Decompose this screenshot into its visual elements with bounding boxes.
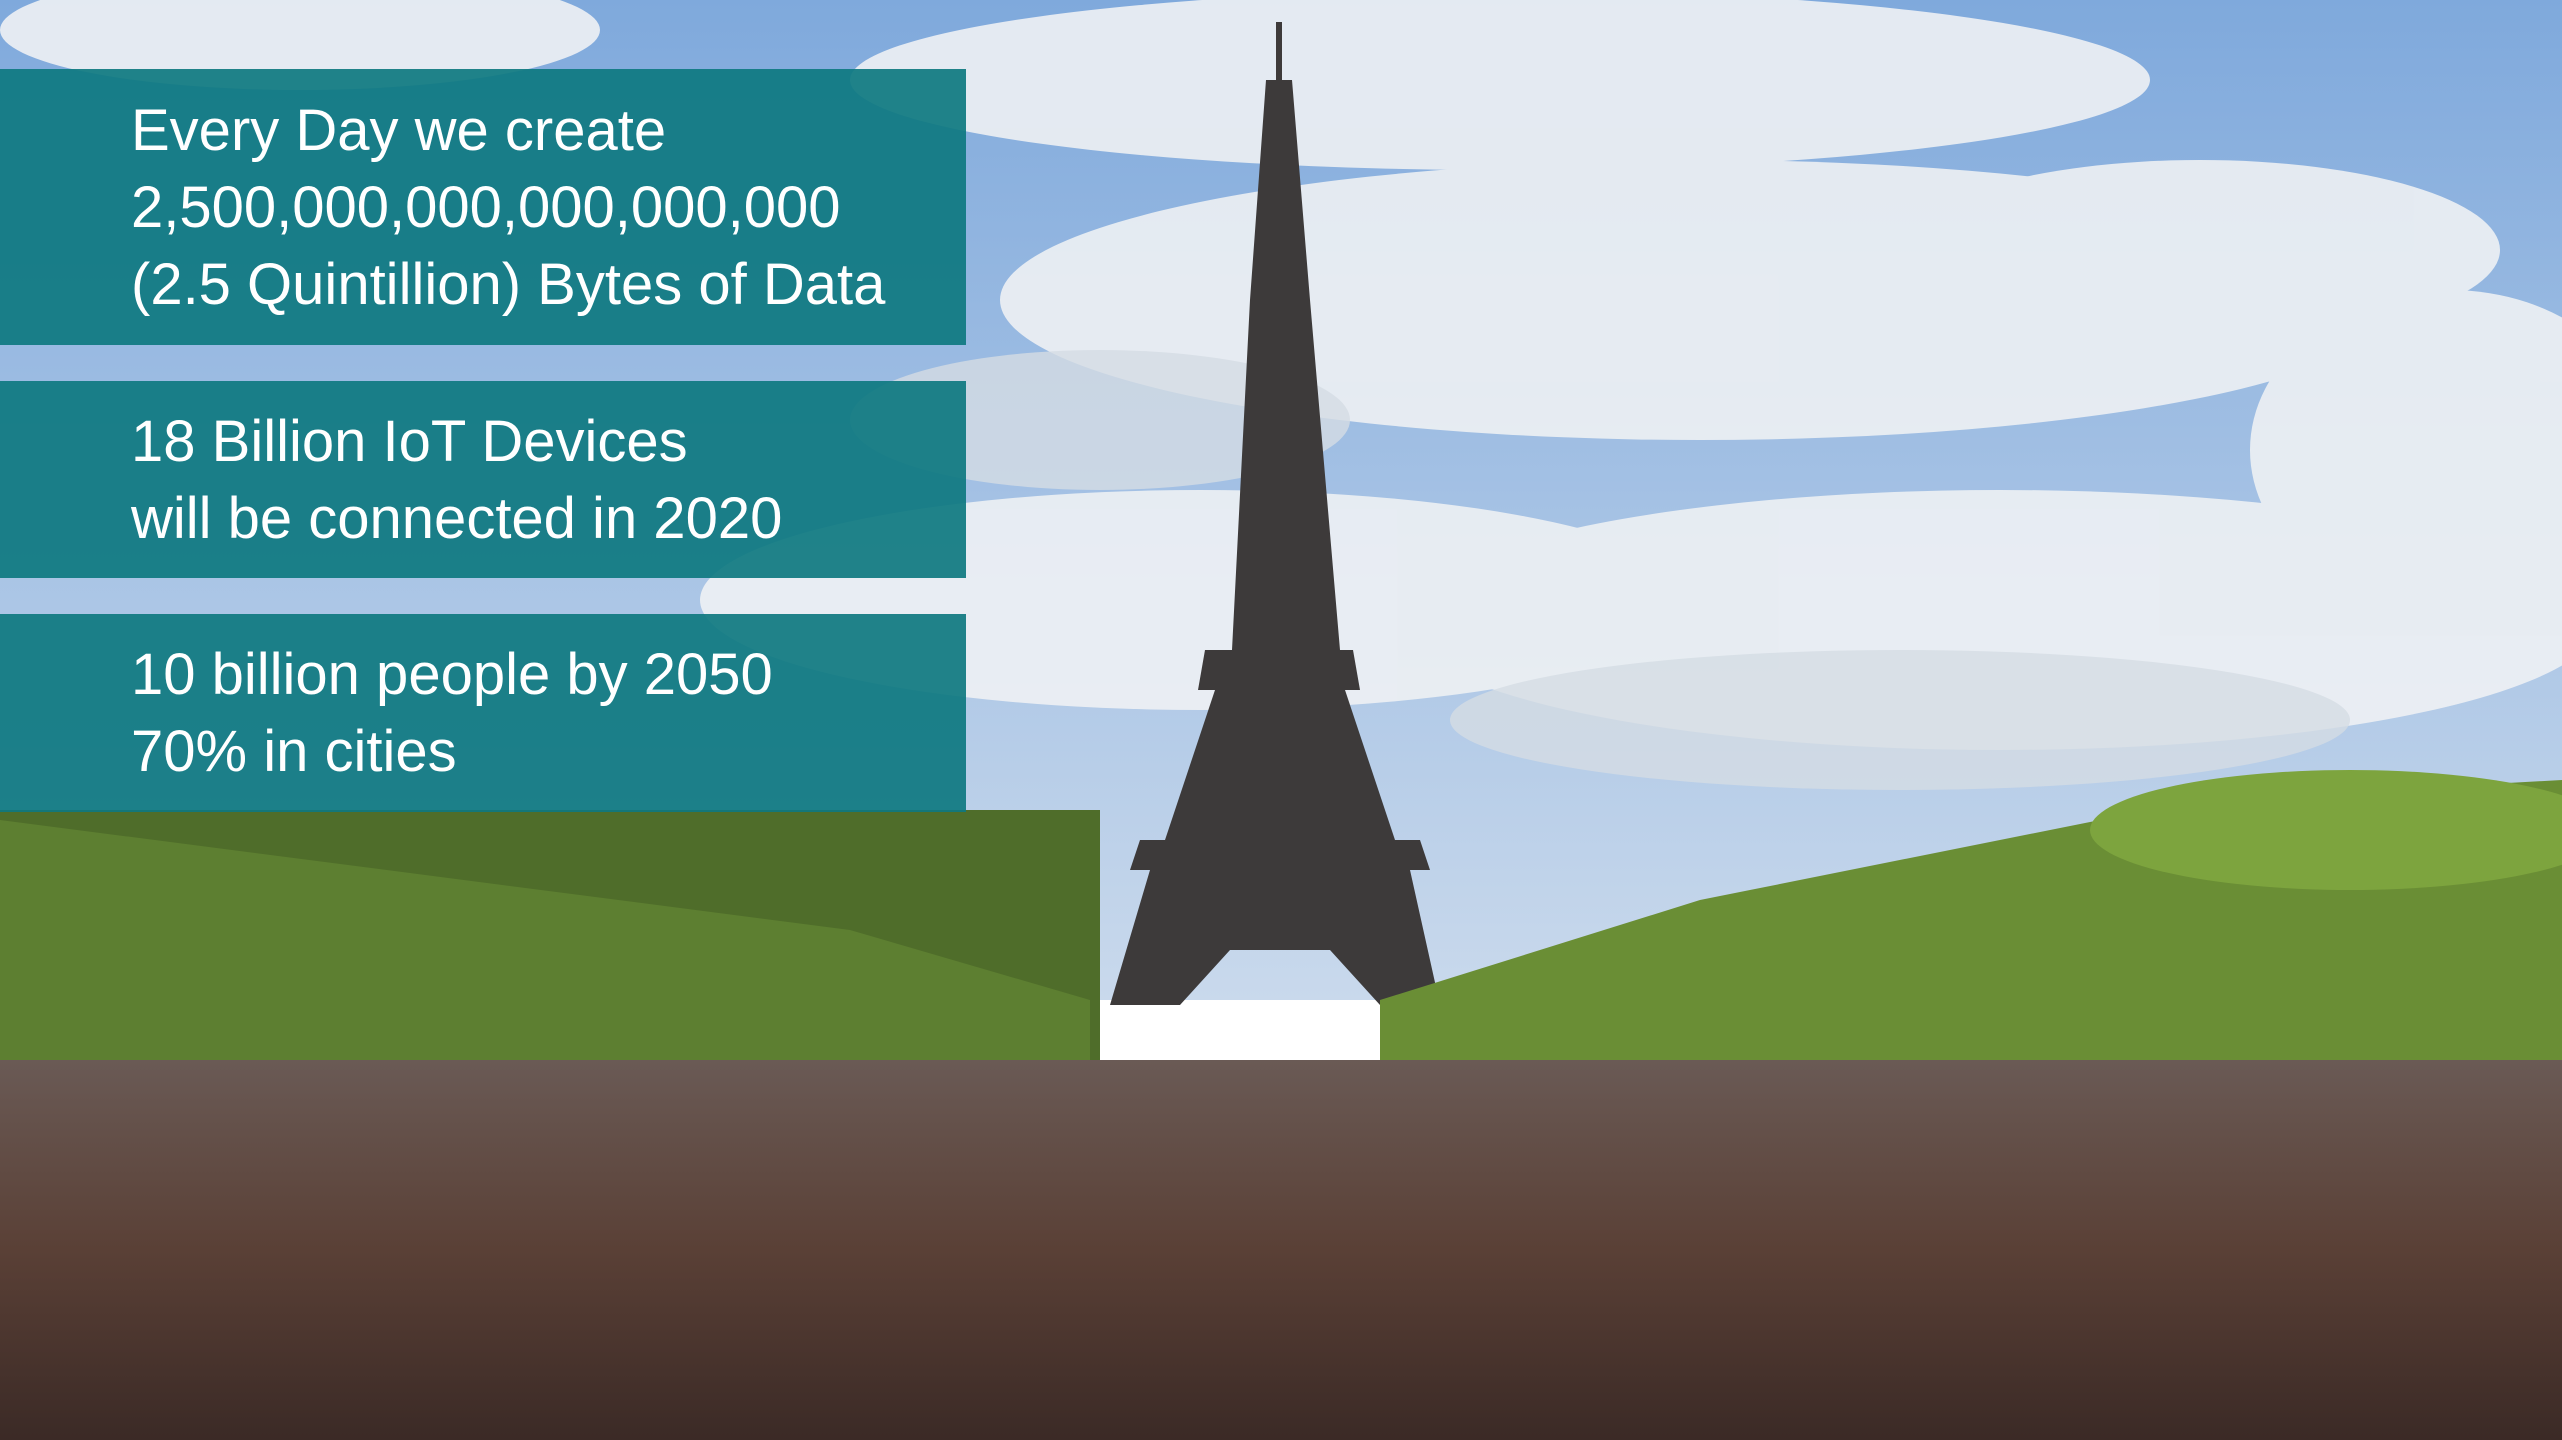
stat-box: Every Day we create 2,500,000,000,000,00… (0, 69, 966, 345)
stat-text: 10 billion people by 2050 (131, 636, 966, 713)
slide: Every Day we create 2,500,000,000,000,00… (0, 0, 2562, 1440)
stat-text: will be connected in 2020 (131, 480, 966, 557)
stat-text: Every Day we create (131, 92, 966, 169)
crowd (0, 1060, 2562, 1440)
stat-text: 18 Billion IoT Devices (131, 403, 966, 480)
stat-box: 10 billion people by 2050 70% in cities (0, 614, 966, 812)
stat-box: 18 Billion IoT Devices will be connected… (0, 381, 966, 578)
stat-text: 2,500,000,000,000,000,000 (131, 169, 966, 246)
stat-text: 70% in cities (131, 713, 966, 790)
stat-text: (2.5 Quintillion) Bytes of Data (131, 246, 966, 323)
